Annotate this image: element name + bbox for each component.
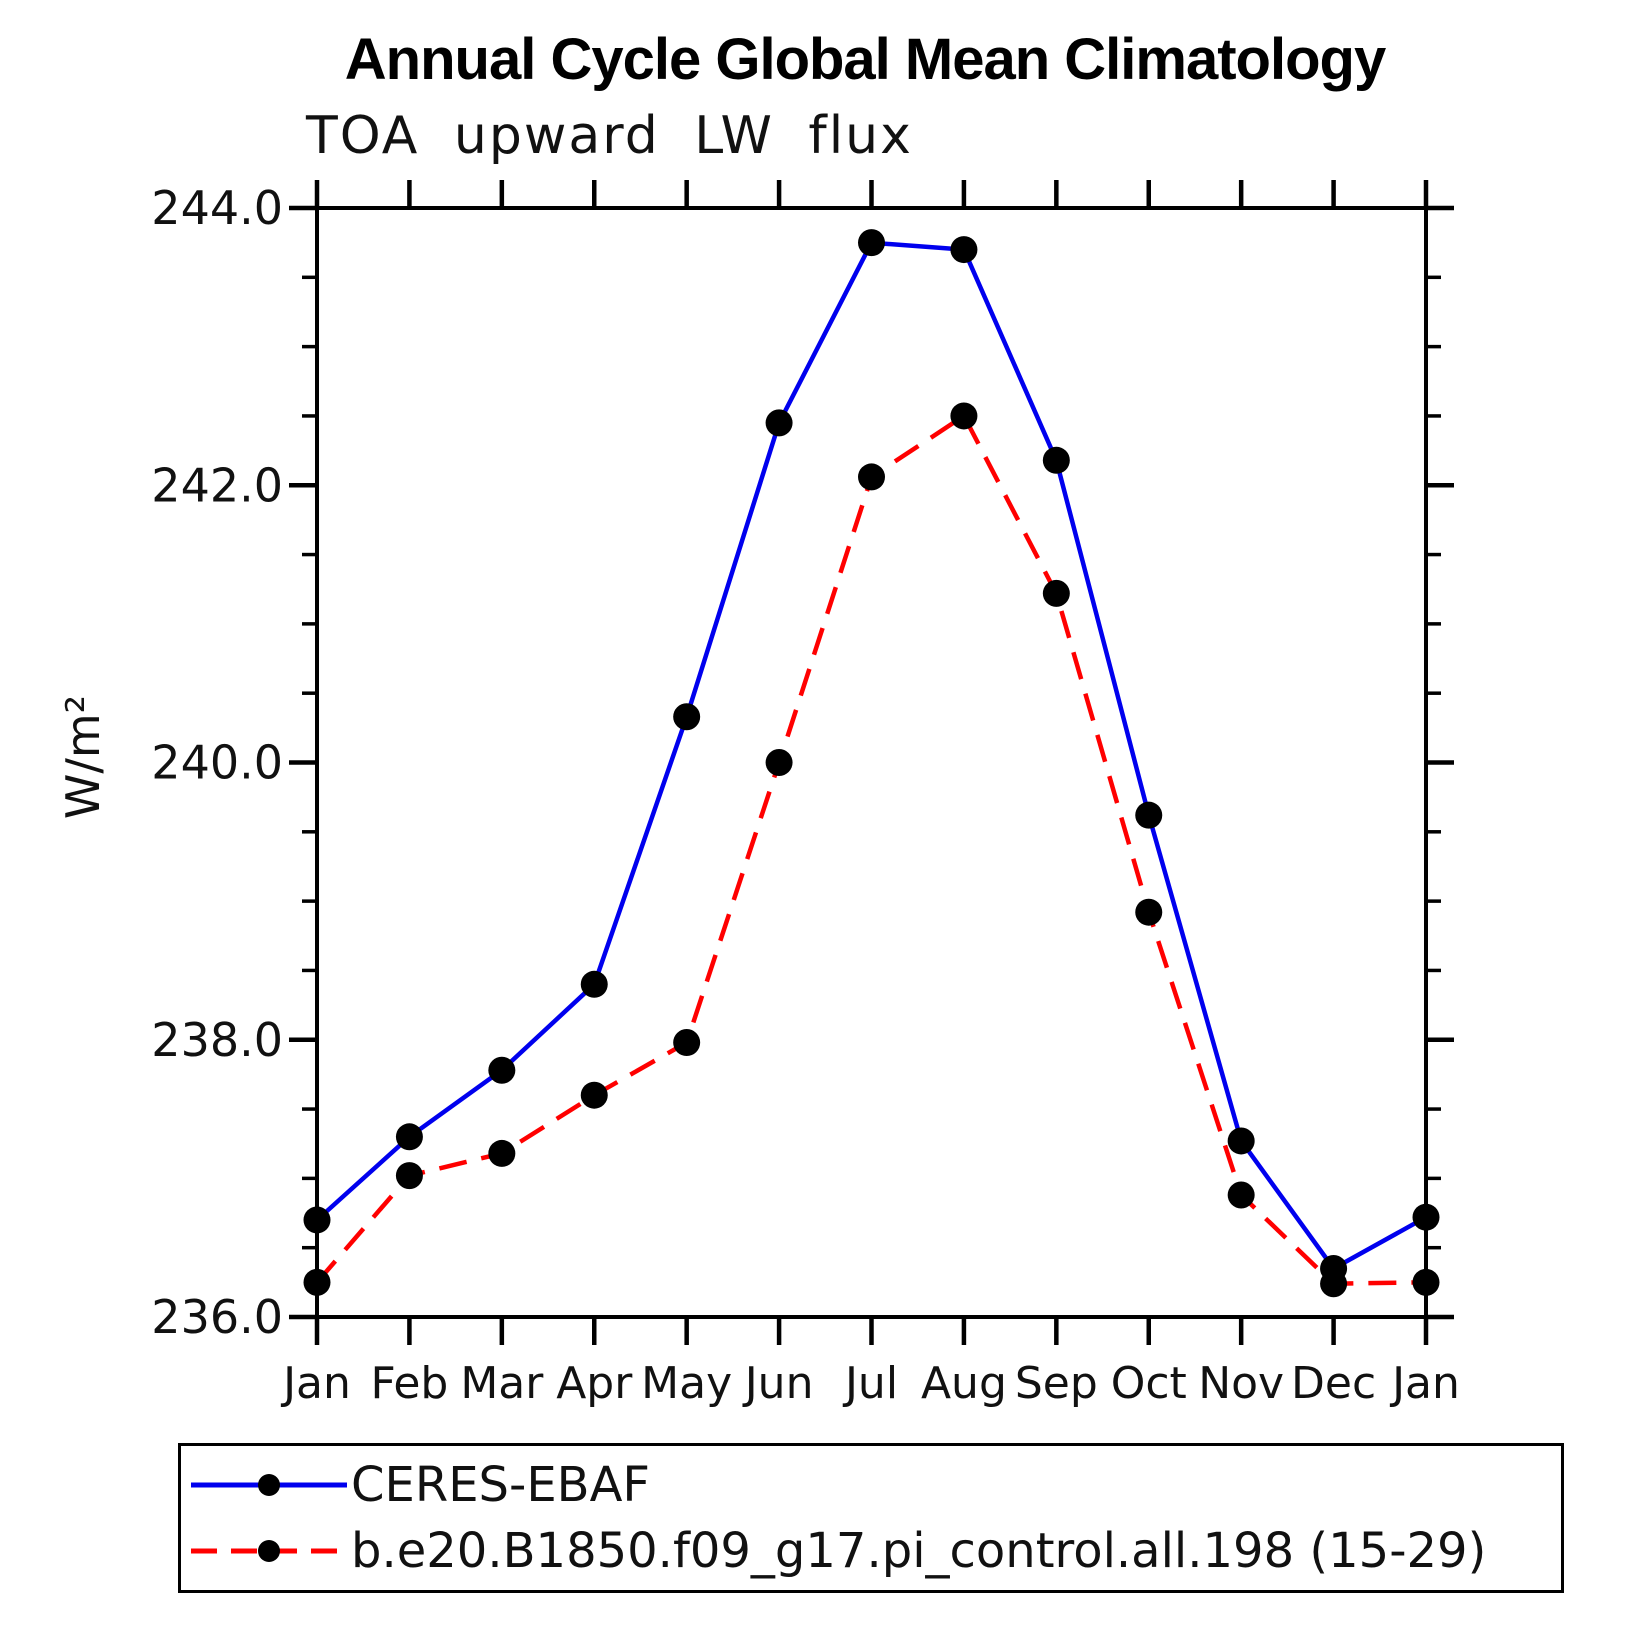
data-point-marker [488, 1056, 516, 1084]
svg-text:Jan: Jan [280, 1358, 351, 1409]
svg-text:236.0: 236.0 [151, 1290, 283, 1344]
legend-entry-model: b.e20.B1850.f09_g17.pi_control.all.198 (… [181, 1518, 1561, 1584]
legend-box: CERES-EBAF b.e20.B1850.f09_g17.pi_contro… [178, 1443, 1564, 1593]
chart-title: Annual Cycle Global Mean Climatology [344, 27, 1386, 92]
data-point-marker [1135, 898, 1163, 926]
data-point-marker [1042, 579, 1070, 607]
plot-axes [315, 206, 1428, 1319]
svg-text:Aug: Aug [921, 1358, 1007, 1409]
legend-entry-ceres: CERES-EBAF [181, 1452, 1561, 1518]
data-point-marker [488, 1139, 516, 1167]
svg-text:Mar: Mar [460, 1358, 544, 1409]
series-line-solid [315, 240, 1428, 1271]
svg-text:Apr: Apr [556, 1358, 633, 1409]
series-model [303, 402, 1440, 1298]
svg-text:240.0: 240.0 [151, 736, 283, 790]
data-point-marker [673, 703, 701, 731]
data-point-marker [950, 236, 978, 264]
data-point-marker [1042, 446, 1070, 474]
chart-subtitle: TOA upward LW flux [306, 106, 913, 166]
svg-text:244.0: 244.0 [151, 181, 283, 235]
marker-dot-icon [258, 1540, 280, 1562]
data-point-marker [1227, 1127, 1255, 1155]
data-point-marker [303, 1268, 331, 1296]
legend-label-ceres: CERES-EBAF [351, 1457, 651, 1513]
marker-dot-icon [258, 1474, 280, 1496]
data-point-marker [580, 1081, 608, 1109]
series-ceres-ebaf [303, 229, 1440, 1282]
data-point-marker [765, 409, 793, 437]
data-point-marker [580, 970, 608, 998]
legend-line-dashed-icon [191, 1540, 347, 1562]
data-point-marker [950, 402, 978, 430]
data-point-marker [673, 1029, 701, 1057]
svg-text:Dec: Dec [1291, 1358, 1376, 1409]
series-line-dashed [315, 413, 1427, 1286]
svg-text:Sep: Sep [1015, 1358, 1098, 1409]
data-point-marker [1412, 1203, 1440, 1231]
svg-text:242.0: 242.0 [151, 458, 283, 512]
y-axis-ticks [289, 205, 1454, 1320]
data-point-marker [395, 1162, 423, 1190]
legend-line-solid-icon [191, 1474, 347, 1496]
data-point-marker [1227, 1181, 1255, 1209]
svg-text:Jul: Jul [842, 1358, 898, 1409]
data-point-marker [395, 1123, 423, 1151]
legend-label-model: b.e20.B1850.f09_g17.pi_control.all.198 (… [351, 1523, 1487, 1579]
svg-text:Feb: Feb [370, 1358, 448, 1409]
svg-text:Jun: Jun [742, 1358, 814, 1409]
data-point-marker [765, 749, 793, 776]
data-point-marker [858, 229, 885, 257]
svg-text:Jan: Jan [1389, 1358, 1460, 1409]
data-point-marker [303, 1206, 331, 1234]
svg-text:238.0: 238.0 [151, 1013, 283, 1067]
svg-text:Oct: Oct [1111, 1358, 1187, 1409]
data-point-marker [1412, 1268, 1440, 1296]
data-point-marker [858, 463, 885, 491]
x-axis-ticks [314, 180, 1429, 1345]
data-point-marker [1135, 801, 1163, 829]
svg-text:May: May [641, 1358, 732, 1409]
y-axis-tick-labels: 236.0 238.0 240.0 242.0 244.0 [151, 181, 283, 1344]
x-axis-tick-labels: Jan Feb Mar Apr May Jun Jul Aug Sep Oct Nov Dec Jan [280, 1358, 1460, 1409]
svg-text:Nov: Nov [1198, 1358, 1284, 1409]
data-point-marker [1320, 1270, 1348, 1298]
